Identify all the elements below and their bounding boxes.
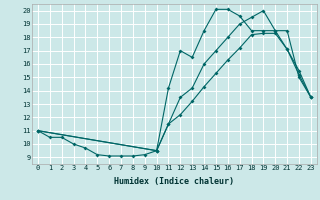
X-axis label: Humidex (Indice chaleur): Humidex (Indice chaleur) (115, 177, 234, 186)
